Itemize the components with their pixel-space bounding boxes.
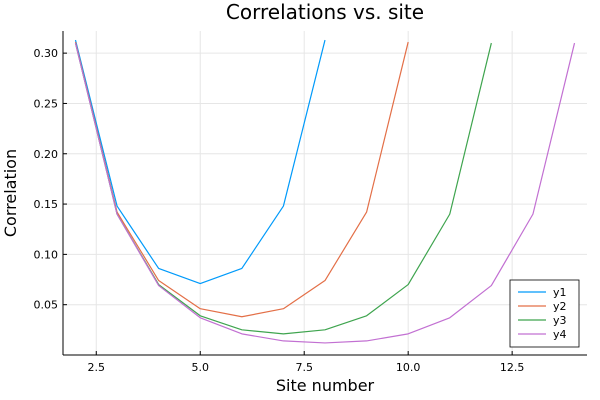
legend-box — [509, 279, 580, 348]
y-tick-label: 0.05 — [34, 299, 59, 312]
y-tick-label: 0.20 — [34, 148, 59, 161]
tick-labels: 2.5 5.0 7.5 10.0 12.5 0.05 0.10 0.15 0.20 0.25 0.3… — [34, 47, 525, 374]
legend-label-y1: y1 — [553, 286, 567, 299]
legend-label-y4: y4 — [553, 328, 567, 341]
series-lines — [74, 39, 576, 344]
series-line-y4 — [74, 42, 576, 344]
series-line-y1 — [74, 39, 326, 285]
y-tick-label: 0.10 — [34, 248, 59, 261]
x-tick-label: 12.5 — [500, 361, 525, 374]
legend-label-y2: y2 — [553, 300, 567, 313]
series-line-y3 — [74, 42, 492, 335]
series-line-y2 — [74, 41, 409, 318]
y-tick-label: 0.15 — [34, 198, 59, 211]
y-axis-title: Correlation — [1, 149, 20, 237]
chart-title: Correlations vs. site — [226, 0, 424, 24]
axes — [62, 31, 587, 356]
legend-label-y3: y3 — [553, 314, 567, 327]
grid — [63, 31, 587, 355]
x-tick-label: 10.0 — [396, 361, 421, 374]
y-tick-label: 0.25 — [34, 97, 59, 110]
x-axis-title: Site number — [276, 376, 375, 395]
x-tick-label: 7.5 — [295, 361, 313, 374]
x-tick-label: 5.0 — [191, 361, 209, 374]
x-tick-label: 2.5 — [88, 361, 106, 374]
y-tick-label: 0.30 — [34, 47, 59, 60]
